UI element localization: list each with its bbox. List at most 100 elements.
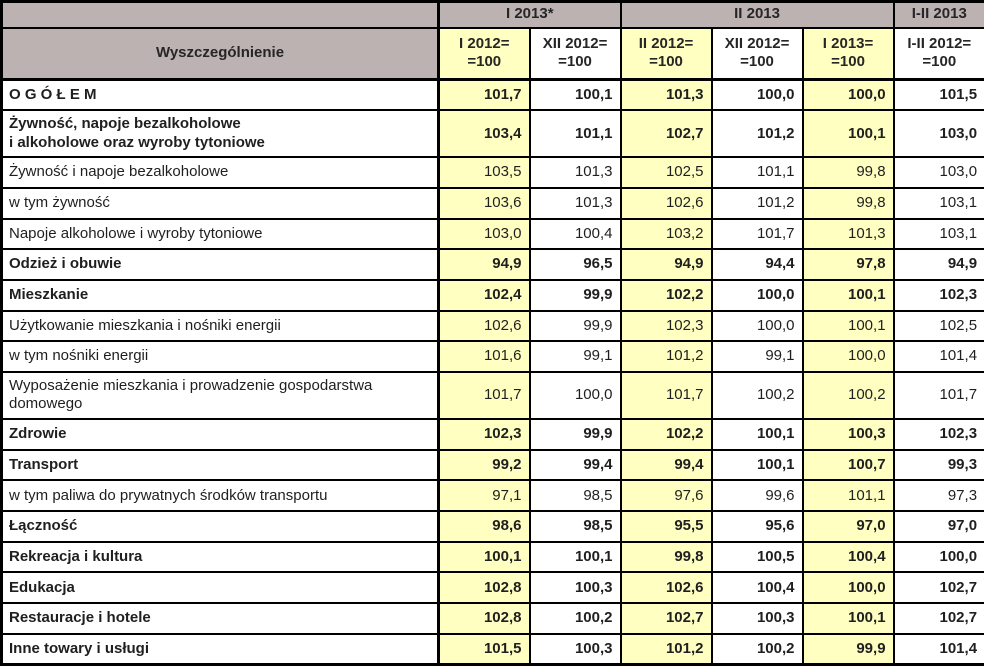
value-cell: 100,1	[801, 309, 895, 343]
value-cell: 95,6	[710, 510, 804, 543]
value-cell: 100,4	[528, 217, 622, 251]
value-cell: 100,0	[528, 370, 622, 421]
value-cell: 102,3	[892, 418, 984, 451]
value-cell: 101,3	[801, 217, 895, 251]
sub-period-header: I-II 2012= =100	[892, 26, 984, 81]
value-cell: 100,2	[710, 370, 804, 421]
table-row: Mieszkanie 102,4 99,9 102,2 100,0 100,1 102,3	[0, 278, 984, 312]
value-cell: 100,2	[801, 370, 895, 421]
value-cell: 99,2	[437, 448, 531, 482]
value-cell: 101,5	[437, 632, 531, 666]
category-label-cell: Restauracje i hotele	[0, 602, 440, 635]
value-cell: 101,7	[437, 78, 531, 112]
value-cell: 94,9	[437, 248, 531, 281]
value-cell: 102,7	[892, 571, 984, 604]
value-cell: 100,7	[801, 448, 895, 482]
value-cell: 100,1	[437, 540, 531, 574]
value-cell: 99,9	[801, 632, 895, 666]
value-cell: 94,9	[892, 248, 984, 281]
table-row: Żywność i napoje bezalkoholowe 103,5 101,3…	[0, 156, 984, 189]
table-row: w tym nośniki energii 101,6 99,1 101,2 99,1 1…	[0, 340, 984, 373]
value-cell: 100,1	[801, 278, 895, 312]
value-cell: 99,9	[528, 278, 622, 312]
category-label-cell: Żywność, napoje bezalkoholowe i alkoholo…	[0, 109, 440, 159]
value-cell: 100,1	[801, 109, 895, 159]
period-group-header: II 2013	[619, 0, 895, 29]
value-cell: 102,2	[619, 418, 713, 451]
table-row: Transport 99,2 99,4 99,4 100,1 100,7 99,3	[0, 448, 984, 482]
value-cell: 101,4	[892, 340, 984, 373]
value-cell: 100,3	[801, 418, 895, 451]
value-cell: 103,4	[437, 109, 531, 159]
value-cell: 102,2	[619, 278, 713, 312]
table-row: Edukacja 102,8 100,3 102,6 100,4 100,0 102,7	[0, 571, 984, 604]
value-cell: 99,4	[528, 448, 622, 482]
value-cell: 101,7	[437, 370, 531, 421]
category-label-cell: Łączność	[0, 510, 440, 543]
value-cell: 100,4	[801, 540, 895, 574]
value-cell: 100,0	[892, 540, 984, 574]
value-cell: 102,3	[892, 278, 984, 312]
value-cell: 102,5	[619, 156, 713, 189]
value-cell: 100,3	[528, 571, 622, 604]
table-row: Restauracje i hotele 102,8 100,2 102,7 100,3…	[0, 602, 984, 635]
value-cell: 100,0	[710, 78, 804, 112]
value-cell: 100,0	[710, 278, 804, 312]
value-cell: 100,1	[801, 602, 895, 635]
value-cell: 102,5	[892, 309, 984, 343]
value-cell: 97,3	[892, 479, 984, 513]
category-label-cell: w tym żywność	[0, 186, 440, 220]
table-row: Odzież i obuwie 94,9 96,5 94,9 94,4 97,8 94,9	[0, 248, 984, 281]
value-cell: 100,1	[710, 418, 804, 451]
value-cell: 101,2	[710, 186, 804, 220]
category-label-cell: Zdrowie	[0, 418, 440, 451]
value-cell: 96,5	[528, 248, 622, 281]
value-cell: 100,0	[801, 78, 895, 112]
value-cell: 102,6	[437, 309, 531, 343]
value-cell: 103,0	[892, 109, 984, 159]
corner-cell	[0, 0, 440, 29]
value-cell: 98,5	[528, 479, 622, 513]
sub-period-header: XII 2012= =100	[710, 26, 804, 81]
table-row: Napoje alkoholowe i wyroby tytoniowe 103,…	[0, 217, 984, 251]
value-cell: 99,9	[528, 418, 622, 451]
value-cell: 99,8	[619, 540, 713, 574]
value-cell: 102,7	[619, 602, 713, 635]
category-label-cell: Edukacja	[0, 571, 440, 604]
value-cell: 94,9	[619, 248, 713, 281]
table-row: Łączność 98,6 98,5 95,5 95,6 97,0 97,0	[0, 510, 984, 543]
value-cell: 101,3	[619, 78, 713, 112]
table-row: Inne towary i usługi 101,5 100,3 101,2 100,2…	[0, 632, 984, 666]
value-cell: 97,1	[437, 479, 531, 513]
value-cell: 103,0	[892, 156, 984, 189]
table-header: I 2013* II 2013 I-II 2013 Wyszczególnienie I…	[0, 0, 984, 81]
table-row: Rekreacja i kultura 100,1 100,1 99,8 100,5 10…	[0, 540, 984, 574]
value-cell: 100,3	[528, 632, 622, 666]
sub-period-header: II 2012= =100	[619, 26, 713, 81]
value-cell: 101,1	[801, 479, 895, 513]
period-group-header: I 2013*	[437, 0, 622, 29]
table-row: O G Ó Ł E M 101,7 100,1 101,3 100,0 100,0 101,…	[0, 78, 984, 112]
value-cell: 98,5	[528, 510, 622, 543]
value-cell: 99,6	[710, 479, 804, 513]
category-label-cell: Wyposażenie mieszkania i prowadzenie gos…	[0, 370, 440, 421]
value-cell: 97,0	[892, 510, 984, 543]
value-cell: 95,5	[619, 510, 713, 543]
value-cell: 103,1	[892, 217, 984, 251]
value-cell: 101,2	[619, 340, 713, 373]
value-cell: 101,7	[892, 370, 984, 421]
category-label-cell: Mieszkanie	[0, 278, 440, 312]
value-cell: 100,2	[710, 632, 804, 666]
value-cell: 100,1	[528, 540, 622, 574]
period-group-header: I-II 2013	[892, 0, 984, 29]
value-cell: 100,4	[710, 571, 804, 604]
value-cell: 100,1	[710, 448, 804, 482]
value-cell: 99,9	[528, 309, 622, 343]
value-cell: 103,2	[619, 217, 713, 251]
table-row: w tym paliwa do prywatnych środków trans…	[0, 479, 984, 513]
category-label-cell: Żywność i napoje bezalkoholowe	[0, 156, 440, 189]
category-label-cell: Napoje alkoholowe i wyroby tytoniowe	[0, 217, 440, 251]
value-cell: 100,0	[801, 571, 895, 604]
category-label-cell: w tym nośniki energii	[0, 340, 440, 373]
